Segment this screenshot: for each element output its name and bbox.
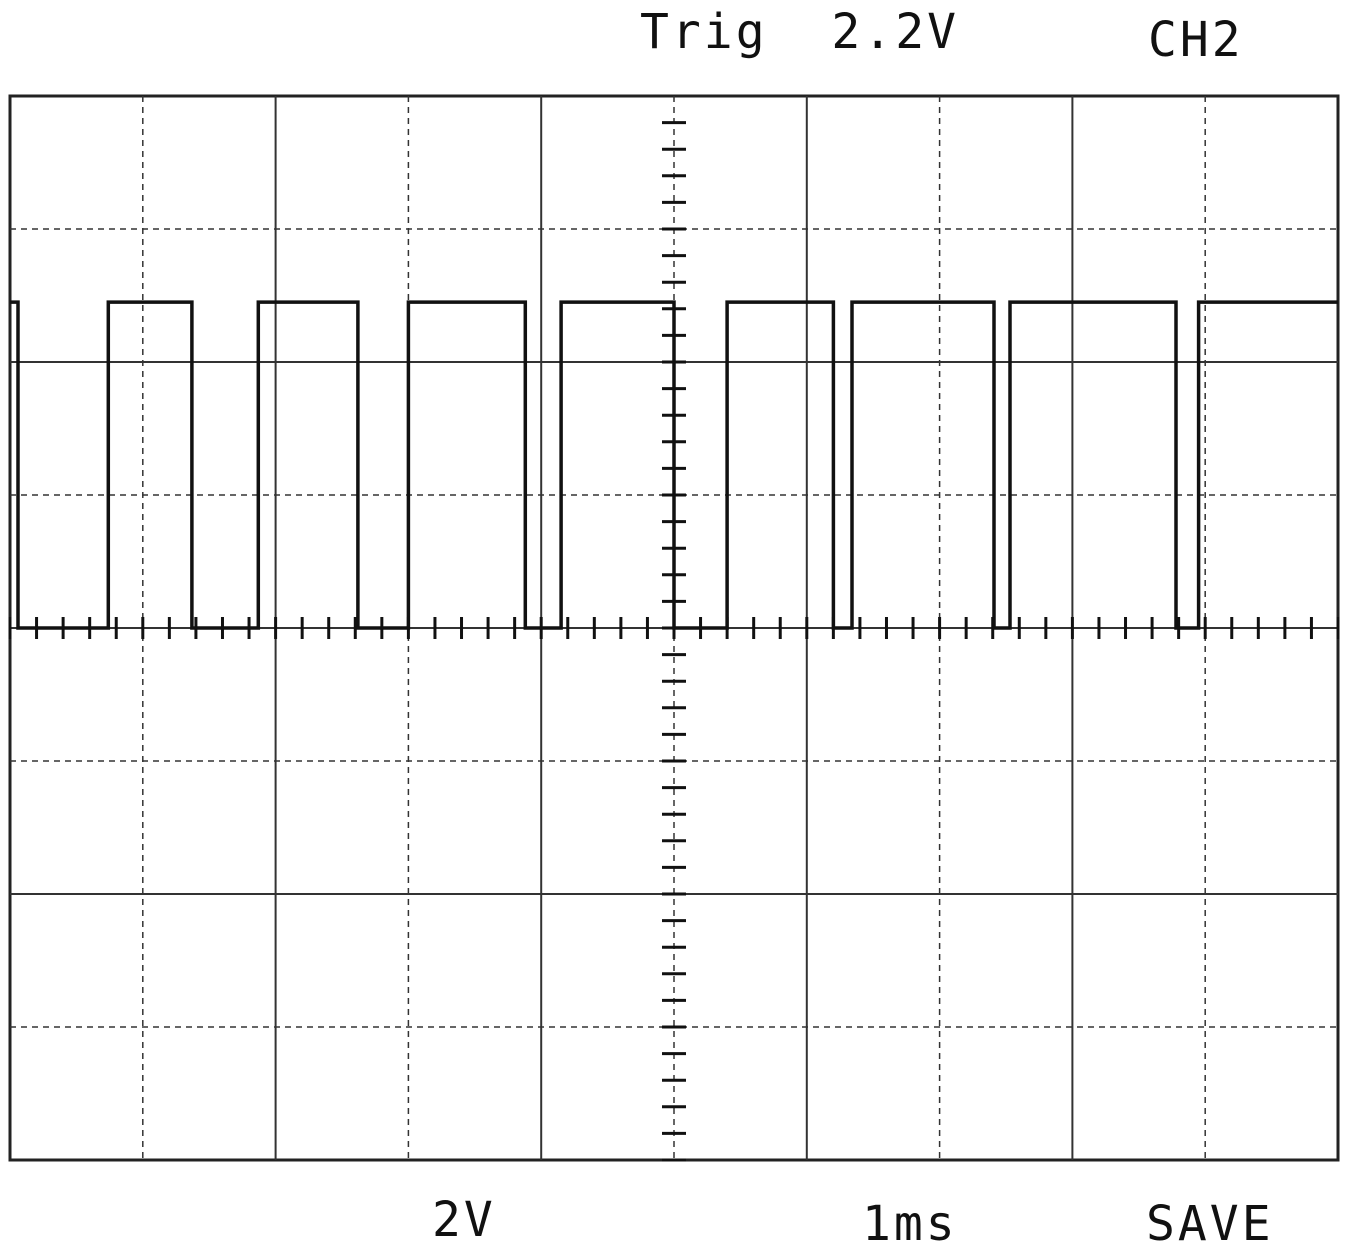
mode-label: SAVE (1146, 1196, 1274, 1252)
center-axis-ticks (8, 121, 1340, 1162)
time-per-div-label: 1ms (862, 1196, 958, 1252)
trigger-level-label: Trig 2.2V (640, 4, 959, 60)
signal-trace (10, 300, 1338, 630)
volts-per-div-label: 2V (432, 1192, 496, 1248)
channel-label: CH2 (1148, 12, 1244, 68)
